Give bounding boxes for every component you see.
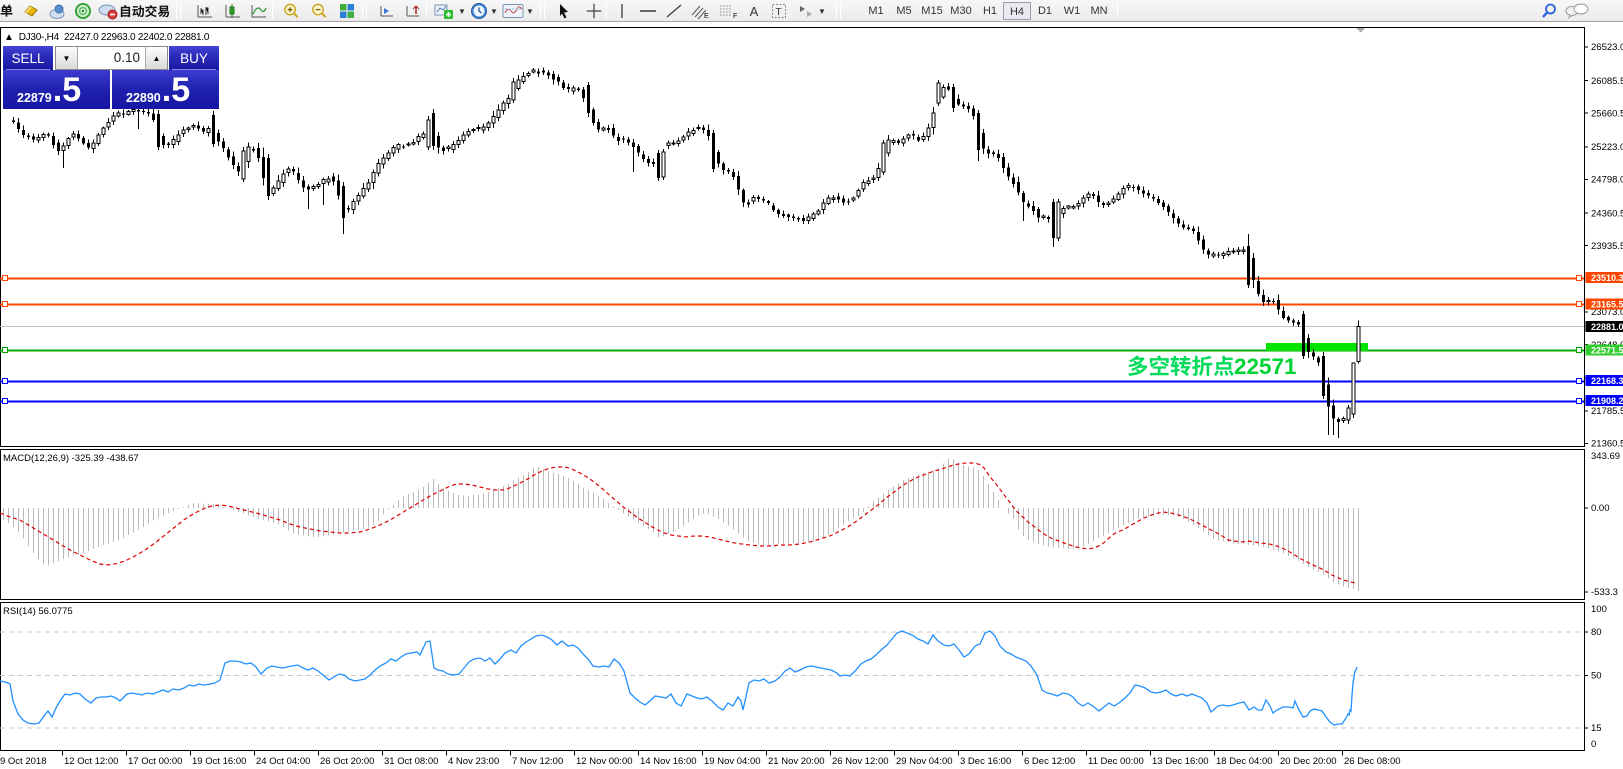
svg-text:100: 100 (1591, 604, 1607, 615)
svg-text:14 Nov 16:00: 14 Nov 16:00 (640, 756, 697, 767)
svg-text:3 Dec 16:00: 3 Dec 16:00 (960, 756, 1011, 767)
svg-text:23073.0: 23073.0 (1591, 307, 1623, 318)
svg-text:-533.3: -533.3 (1591, 587, 1618, 598)
svg-text:4 Nov 23:00: 4 Nov 23:00 (448, 756, 499, 767)
svg-text:RSI(14) 56.0775: RSI(14) 56.0775 (3, 606, 73, 617)
svg-text:24798.0: 24798.0 (1591, 175, 1623, 186)
svg-text:22168.3: 22168.3 (1591, 376, 1623, 386)
svg-text:17 Oct 00:00: 17 Oct 00:00 (128, 756, 182, 767)
svg-text:19 Nov 04:00: 19 Nov 04:00 (704, 756, 761, 767)
svg-text:MACD(12,26,9) -325.39 -438.67: MACD(12,26,9) -325.39 -438.67 (3, 453, 139, 464)
svg-text:23510.3: 23510.3 (1591, 273, 1623, 283)
svg-text:13 Dec 16:00: 13 Dec 16:00 (1152, 756, 1209, 767)
svg-text:22881.0: 22881.0 (1591, 322, 1623, 332)
svg-text:19 Oct 16:00: 19 Oct 16:00 (192, 756, 246, 767)
svg-text:21908.2: 21908.2 (1591, 396, 1623, 406)
svg-text:12 Nov 00:00: 12 Nov 00:00 (576, 756, 633, 767)
svg-text:E: E (704, 13, 709, 20)
svg-text:24 Oct 04:00: 24 Oct 04:00 (256, 756, 310, 767)
svg-text:23165.5: 23165.5 (1591, 300, 1623, 310)
svg-text:12 Oct 12:00: 12 Oct 12:00 (64, 756, 118, 767)
svg-text:21360.5: 21360.5 (1591, 439, 1623, 450)
svg-text:23935.5: 23935.5 (1591, 241, 1623, 252)
svg-text:26 Oct 20:00: 26 Oct 20:00 (320, 756, 374, 767)
svg-text:21 Nov 20:00: 21 Nov 20:00 (768, 756, 825, 767)
svg-text:26523.0: 26523.0 (1591, 42, 1623, 53)
svg-text:0: 0 (1591, 739, 1596, 750)
svg-text:22571: 22571 (1234, 354, 1297, 379)
svg-text:24360.5: 24360.5 (1591, 208, 1623, 219)
svg-text:26 Dec 08:00: 26 Dec 08:00 (1344, 756, 1401, 767)
svg-text:20 Dec 20:00: 20 Dec 20:00 (1280, 756, 1337, 767)
svg-text:21785.5: 21785.5 (1591, 406, 1623, 417)
svg-text:80: 80 (1591, 627, 1602, 638)
svg-text:18 Dec 04:00: 18 Dec 04:00 (1216, 756, 1273, 767)
svg-text:22571.5: 22571.5 (1591, 346, 1623, 356)
svg-text:11 Dec 00:00: 11 Dec 00:00 (1088, 756, 1144, 767)
svg-text:6 Dec 12:00: 6 Dec 12:00 (1024, 756, 1075, 767)
svg-text:29 Nov 04:00: 29 Nov 04:00 (896, 756, 953, 767)
svg-text:31 Oct 08:00: 31 Oct 08:00 (384, 756, 438, 767)
svg-text:0.00: 0.00 (1591, 503, 1610, 514)
svg-text:9 Oct 2018: 9 Oct 2018 (0, 756, 46, 767)
svg-text:T: T (776, 7, 782, 18)
svg-text:15: 15 (1591, 723, 1602, 734)
svg-text:343.69: 343.69 (1591, 451, 1620, 462)
svg-text:F: F (733, 13, 737, 20)
svg-text:26 Nov 12:00: 26 Nov 12:00 (832, 756, 889, 767)
svg-text:50: 50 (1591, 671, 1602, 682)
svg-text:25660.5: 25660.5 (1591, 108, 1623, 119)
svg-text:7 Nov 12:00: 7 Nov 12:00 (512, 756, 563, 767)
svg-text:26085.5: 26085.5 (1591, 76, 1623, 87)
svg-text:25223.0: 25223.0 (1591, 142, 1623, 153)
